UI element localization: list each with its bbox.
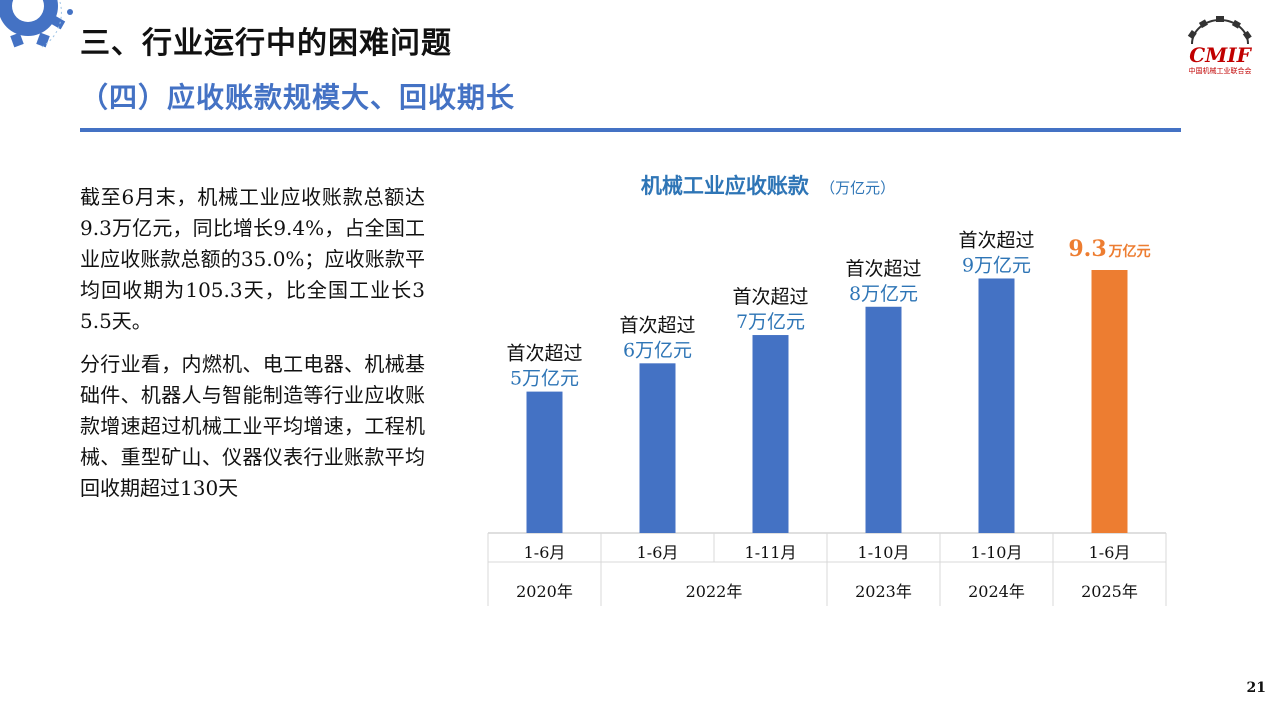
page-number: 21 <box>1246 680 1266 696</box>
year-label: 2024年 <box>968 582 1025 601</box>
bar-annotation-line2: 5万亿元 <box>510 368 579 390</box>
logo-text: CMIF <box>1189 43 1252 67</box>
category-label: 1-6月 <box>637 543 679 562</box>
bar-value-label: 9.3 万亿元 <box>1068 236 1150 262</box>
corner-gear-decoration <box>0 0 73 49</box>
gear-tooth <box>50 15 66 30</box>
gear-orbit <box>39 1 62 49</box>
bar-value-unit: 万亿元 <box>1108 243 1151 260</box>
chart-unit-label: （万亿元） <box>820 179 895 197</box>
bar <box>865 306 902 533</box>
bar <box>526 391 563 533</box>
chart-title-text: 机械工业应收账款 <box>641 174 810 198</box>
bar-annotation-line1: 首次超过 <box>732 286 808 308</box>
paragraph: 分行业看，内燃机、电工电器、机械基础件、机器人与智能制造等行业应收账款增速超过机… <box>80 352 425 500</box>
chart-title: 机械工业应收账款 （万亿元） <box>641 174 895 198</box>
gear-tooth <box>10 32 24 48</box>
category-label: 1-6月 <box>1089 543 1131 562</box>
category-label: 1-10月 <box>858 543 910 562</box>
logo-gear-tooth <box>1187 30 1197 40</box>
logo-gear-tooth <box>1198 19 1208 29</box>
bar-annotation-line1: 首次超过 <box>506 343 582 365</box>
category-label: 1-10月 <box>971 543 1023 562</box>
bar-annotation-line1: 首次超过 <box>619 314 695 336</box>
bar-annotation-line1: 首次超过 <box>958 229 1034 251</box>
cmif-logo: CMIF <box>1187 16 1253 67</box>
bar <box>639 363 676 533</box>
bar-annotation-line2: 6万亿元 <box>623 339 692 361</box>
bar-annotation-line2: 8万亿元 <box>849 283 918 305</box>
logo-gear-tooth <box>1231 19 1241 29</box>
bar-annotation-line1: 首次超过 <box>845 258 921 280</box>
bar-value: 9.3 <box>1068 236 1106 262</box>
body-text: 截至6月末，机械工业应收账款总额达9.3万亿元，同比增长9.4%，占全国工业应收… <box>80 182 425 516</box>
gear-dot <box>67 9 73 15</box>
sub-title: （四）应收账款规模大、回收期长 <box>80 81 516 114</box>
bar <box>1091 270 1128 533</box>
paragraph: 截至6月末，机械工业应收账款总额达9.3万亿元，同比增长9.4%，占全国工业应收… <box>80 185 425 333</box>
title-divider <box>80 128 1181 132</box>
bar-annotation-line2: 7万亿元 <box>736 311 805 333</box>
year-label: 2020年 <box>516 582 573 601</box>
gear-hole <box>12 0 44 22</box>
year-label: 2025年 <box>1081 582 1138 601</box>
logo-gear-tooth <box>1242 30 1252 40</box>
category-label: 1-6月 <box>524 543 566 562</box>
category-label: 1-11月 <box>745 543 797 562</box>
logo-gear-tooth <box>1216 16 1224 22</box>
logo-caption: 中国机械工业联合会 <box>1188 67 1252 75</box>
year-label: 2022年 <box>686 582 743 601</box>
year-label: 2023年 <box>855 582 912 601</box>
section-title: 三、行业运行中的困难问题 <box>80 26 452 61</box>
bar <box>752 335 789 533</box>
bar-annotation-line2: 9万亿元 <box>962 254 1031 276</box>
bar <box>978 278 1015 533</box>
